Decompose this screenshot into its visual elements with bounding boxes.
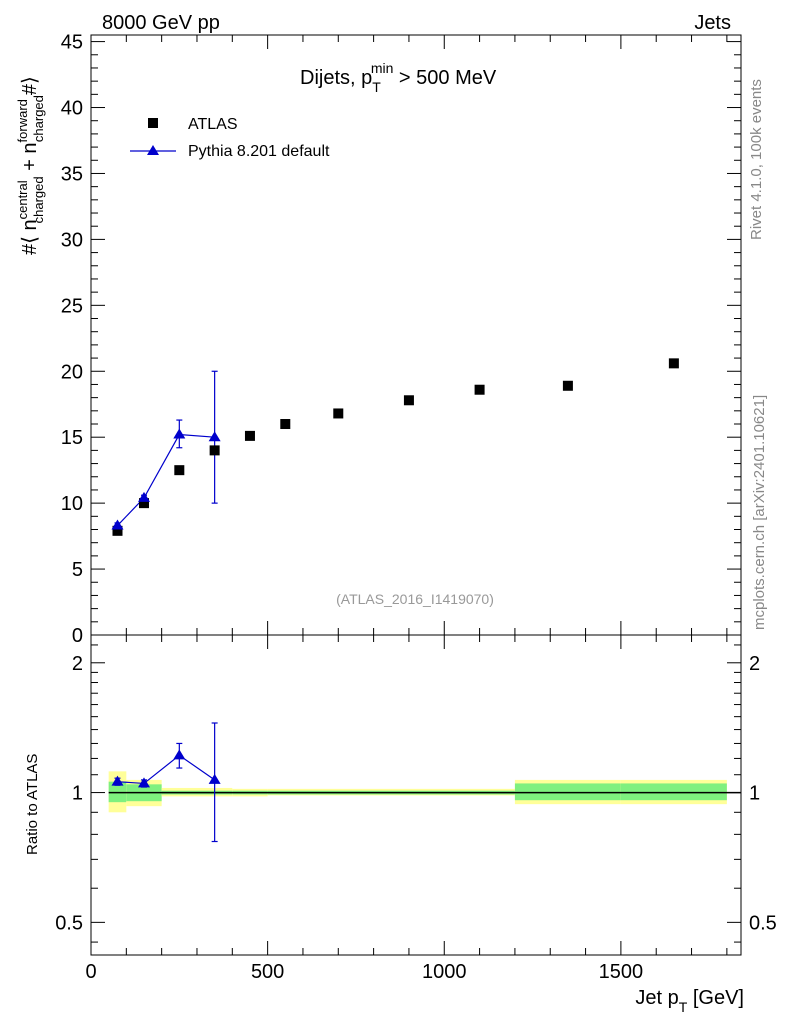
atlas-data-point <box>668 358 679 369</box>
ratio-ytick-label: 1 <box>72 783 83 805</box>
ratio-mc-point <box>111 775 124 786</box>
main-ytick-label: 45 <box>61 32 83 54</box>
atlas-data-point <box>474 384 485 395</box>
x-axis-label: Jet pT [GeV] <box>635 987 744 1015</box>
ratio-ytick-label-right: 0.5 <box>749 912 777 934</box>
atlas-data-point <box>403 395 414 406</box>
main-title: Dijets, pTmin > 500 MeV <box>300 60 497 95</box>
legend: ATLAS Pythia 8.201 default <box>130 116 330 160</box>
main-title-rest: > 500 MeV <box>393 67 497 89</box>
atlas-data-point <box>209 445 220 456</box>
main-ytick-label: 40 <box>61 98 83 120</box>
main-ytick-label: 15 <box>61 427 83 449</box>
ratio-mc-point <box>208 773 221 784</box>
ratio-mc-point <box>173 749 186 760</box>
ratio-mc-point <box>137 777 150 788</box>
atlas-data-point <box>244 430 255 441</box>
main-ytick-label: 30 <box>61 229 83 251</box>
x-tick-label: 1500 <box>599 961 644 983</box>
main-ytick-label: 5 <box>72 559 83 581</box>
legend-mc-marker <box>147 145 159 155</box>
atlas-data-point <box>112 525 123 536</box>
x-axis-label-sub: T <box>679 999 688 1015</box>
x-tick-label: 500 <box>251 961 284 983</box>
rivet-version-label: Rivet 4.1.0, 100k events <box>748 79 765 240</box>
x-axis-label-rest: [GeV] <box>687 987 744 1009</box>
analysis-watermark: (ATLAS_2016_I1419070) <box>336 591 494 607</box>
main-ytick-label: 0 <box>72 625 83 647</box>
main-ytick-label: 10 <box>61 493 83 515</box>
main-title-sup: min <box>371 60 394 76</box>
main-ytick-label: 25 <box>61 295 83 317</box>
ratio-ytick-label-right: 2 <box>749 653 760 675</box>
ratio-mc-line <box>117 754 215 785</box>
mc-data-point <box>137 491 150 502</box>
main-title-text: Dijets, p <box>300 67 372 89</box>
atlas-data-point <box>333 408 344 419</box>
ratio-panel: 0.5 0.5 1 1 2 2 0 500 1000 1500 <box>55 634 777 983</box>
header-right-label: Jets <box>694 12 731 34</box>
x-tick-label: 1000 <box>422 961 467 983</box>
main-ylabel-prefix: #⟨ n <box>19 219 41 255</box>
main-ylabel-sup2: forward <box>15 99 30 142</box>
main-ylabel-sub2: charged <box>31 95 46 142</box>
main-ylabel-sup1: central <box>15 180 30 219</box>
mc-data-point <box>173 428 186 439</box>
atlas-data-point <box>174 465 185 476</box>
header-left-label: 8000 GeV pp <box>102 12 220 34</box>
main-title-sub: T <box>372 79 381 95</box>
mcplots-label: mcplots.cern.ch [arXiv:2401.10621] <box>751 395 768 630</box>
main-ylabel: #⟨ ncentralcharged + nforwardcharged#⟩ <box>15 76 46 255</box>
main-ylabel-sub1: charged <box>31 176 46 223</box>
x-axis-label-main: Jet p <box>635 987 678 1009</box>
x-tick-label: 0 <box>85 961 96 983</box>
main-panel: 0 5 10 15 20 25 30 35 40 45 <box>61 32 742 647</box>
atlas-data-point <box>280 419 291 430</box>
main-ytick-label: 35 <box>61 163 83 185</box>
ratio-ylabel: Ratio to ATLAS <box>24 754 41 855</box>
mc-data-point <box>208 431 221 442</box>
ratio-ytick-label: 2 <box>72 653 83 675</box>
atlas-data-point <box>562 380 573 391</box>
mc-data-point <box>111 519 124 530</box>
ratio-ytick-label: 0.5 <box>55 912 83 934</box>
legend-mc-label: Pythia 8.201 default <box>188 143 330 160</box>
legend-atlas-label: ATLAS <box>188 116 238 133</box>
main-ytick-label: 20 <box>61 361 83 383</box>
ratio-frame <box>90 634 742 956</box>
main-ylabel-suffix: #⟩ <box>19 76 41 95</box>
ratio-ytick-label-right: 1 <box>749 783 760 805</box>
legend-atlas-marker <box>148 118 158 128</box>
mc-series-line <box>117 433 215 526</box>
atlas-data-point <box>138 498 149 509</box>
main-ylabel-plus: + n <box>19 142 41 176</box>
